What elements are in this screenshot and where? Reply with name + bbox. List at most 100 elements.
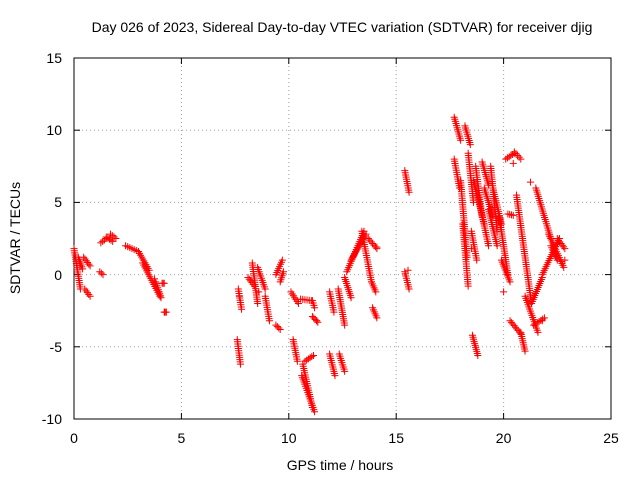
data-point-9 (500, 288, 508, 296)
data-point-seg14-9 (238, 305, 246, 313)
data-point-seg63-3 (509, 211, 517, 219)
y-tick-label-5: 5 (54, 194, 62, 210)
data-point-seg32-10 (331, 372, 339, 380)
data-point-seg54-23 (485, 242, 493, 250)
data-point-seg4-0 (96, 268, 104, 276)
data-point-seg41-5 (373, 314, 381, 322)
data-point-seg45-13 (456, 184, 464, 192)
data-point-seg65-0 (510, 148, 518, 156)
data-point-seg55-11 (485, 181, 493, 189)
data-point-seg17-19 (254, 299, 262, 307)
y-tick-label-10: 10 (46, 122, 62, 138)
data-point-seg74-7 (553, 256, 561, 264)
data-point-seg18-10 (261, 285, 269, 293)
data-point-seg22-5 (279, 268, 287, 276)
data-point-seg1-6 (79, 265, 87, 273)
data-point-seg39-0 (364, 235, 372, 242)
data-point-8 (467, 245, 475, 253)
data-point-13 (561, 256, 569, 264)
data-point-seg42-10 (405, 188, 413, 196)
data-point-seg47-28 (464, 282, 472, 290)
y-tick-labels: -10 -5 0 5 10 15 (42, 50, 62, 427)
data-point-seg11-8 (157, 294, 165, 302)
data-point-seg28-5 (310, 351, 318, 359)
data-point-seg7-1 (108, 232, 116, 240)
data-point-seg3-1 (82, 287, 90, 295)
data-point-12 (538, 317, 546, 325)
y-tick-label-0: 0 (54, 267, 62, 283)
data-point-seg50-13 (473, 256, 481, 264)
data-point-seg68-17 (534, 328, 542, 336)
data-point-seg70-0 (530, 321, 538, 329)
data-point-seg39-1 (366, 236, 374, 244)
data-point-seg7-3 (112, 235, 120, 242)
data-point-seg3-2 (83, 289, 91, 297)
data-point-seg27-20 (308, 403, 316, 411)
data-point-seg70-3 (535, 318, 543, 326)
data-point-seg75-6 (561, 245, 569, 253)
data-point-seg3-3 (85, 290, 93, 298)
data-point-seg65-2 (514, 151, 522, 159)
data-point-seg12-2 (160, 279, 168, 287)
grid-lines (74, 58, 611, 419)
data-point-seg65-3 (515, 153, 523, 161)
data-point-seg4-1 (97, 269, 105, 277)
data-point-seg5-2 (100, 236, 108, 244)
data-point-seg39-3 (369, 240, 377, 248)
data-point-10 (509, 159, 517, 167)
data-point-seg70-2 (533, 319, 541, 327)
x-tick-label-10: 10 (281, 430, 297, 446)
data-point-seg4-2 (99, 271, 107, 279)
data-point-seg21-2 (275, 324, 283, 332)
data-point-seg67-9 (521, 347, 529, 355)
data-point-seg15-11 (236, 360, 244, 368)
x-axis-ticks (73, 58, 612, 419)
chart-title: Day 026 of 2023, Sidereal Day-to-day VTE… (92, 19, 593, 35)
data-point-seg24-10 (293, 357, 301, 365)
data-point-2 (162, 308, 170, 316)
data-point-seg30-3 (311, 304, 319, 312)
x-tick-label-15: 15 (388, 430, 404, 446)
x-tick-label-5: 5 (178, 430, 186, 446)
data-point-seg19-11 (265, 317, 273, 325)
x-tick-label-0: 0 (70, 430, 78, 446)
data-point-seg31-9 (330, 308, 338, 316)
data-point-seg2-4 (85, 260, 93, 268)
x-tick-label-20: 20 (496, 430, 512, 446)
data-point-seg7-2 (110, 233, 118, 241)
data-point-1 (155, 288, 163, 296)
data-point-6 (373, 243, 381, 251)
data-point-seg26-17 (311, 408, 319, 416)
x-tick-labels: 0 5 10 15 20 25 (70, 430, 619, 446)
data-point-seg65-4 (517, 155, 525, 163)
data-point-seg33-17 (341, 321, 349, 329)
data-point-seg65-1 (512, 150, 520, 158)
y-tick-label-15: 15 (46, 50, 62, 66)
data-point-seg37-14 (362, 230, 370, 238)
data-point-seg21-0 (272, 321, 280, 329)
data-point-seg35-10 (347, 294, 355, 302)
y-axis-label: SDTVAR / TECUs (7, 182, 23, 294)
data-point-seg73-17 (560, 263, 568, 271)
data-point-seg20-7 (278, 256, 286, 264)
data-point-seg28-4 (308, 353, 316, 361)
data-point-4 (255, 288, 263, 296)
data-point-seg44-11 (457, 136, 465, 144)
data-point-5 (313, 317, 321, 325)
data-point-seg57-17 (493, 242, 501, 250)
data-point-seg75-5 (560, 243, 568, 251)
data-point-seg34-8 (341, 367, 349, 375)
data-point-11 (526, 178, 534, 186)
x-tick-label-25: 25 (603, 430, 619, 446)
data-marks (70, 113, 569, 416)
data-point-seg5-1 (99, 237, 107, 245)
data-point-seg48-9 (466, 141, 474, 149)
data-point-seg23-6 (294, 299, 302, 307)
data-point-seg3-4 (86, 292, 94, 300)
x-axis-label: GPS time / hours (287, 457, 394, 473)
data-point-seg5-0 (97, 239, 105, 247)
data-point-seg58-30 (493, 227, 501, 235)
data-point-3 (235, 292, 243, 300)
data-point-0 (151, 275, 159, 283)
